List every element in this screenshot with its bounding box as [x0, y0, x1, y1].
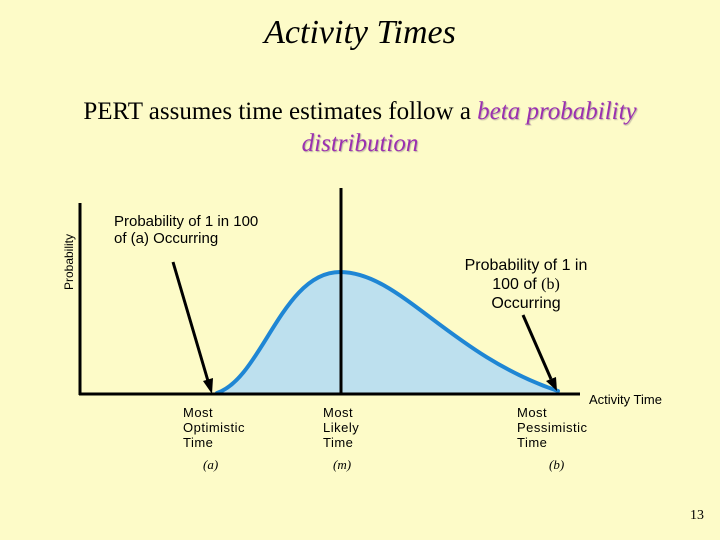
tick-pessimistic-line3: Time — [517, 435, 548, 450]
tick-label-optimistic: Most Optimistic Time — [183, 405, 245, 450]
annotation-b-line3: Occurring — [491, 295, 561, 312]
symbol-a: (a) — [203, 457, 219, 472]
page-number: 13 — [690, 508, 704, 523]
tick-label-pessimistic: Most Pessimistic Time — [517, 405, 588, 450]
annotation-a-line1: Probability of 1 in 100 — [114, 213, 259, 230]
tick-label-likely: Most Likely Time — [323, 405, 359, 450]
annotation-b: Probability of 1 in 100 of (b) Occurring — [446, 256, 606, 313]
tick-likely-line2: Likely — [323, 420, 360, 435]
distribution-area — [217, 272, 558, 393]
arrow-b-head — [546, 377, 557, 391]
tick-optimistic-line2: Optimistic — [183, 420, 246, 435]
subtitle-text: PERT assumes time estimates follow a — [83, 98, 471, 125]
tick-likely-line1: Most — [323, 405, 354, 420]
symbol-b: (b) — [549, 457, 565, 472]
subtitle-highlight: beta probability distribution — [301, 98, 637, 157]
slide-subtitle: PERT assumes time estimates follow a bet… — [60, 96, 660, 160]
arrow-a-line — [171, 261, 210, 382]
slide-title: Activity Times — [264, 14, 456, 51]
tick-pessimistic-line2: Pessimistic — [517, 420, 588, 435]
symbol-m: (m) — [333, 457, 352, 472]
y-axis-label: Probability — [62, 233, 76, 291]
tick-likely-line3: Time — [323, 435, 354, 450]
x-axis-label: Activity Time — [589, 392, 662, 407]
annotation-b-symbol: (b) — [541, 276, 560, 293]
annotation-b-line2: 100 of (b) — [446, 275, 606, 294]
annotation-a: Probability of 1 in 100 of (a) Occurring — [114, 213, 314, 247]
annotation-a-line2: of (a) Occurring — [114, 230, 219, 247]
tick-optimistic-line1: Most — [183, 405, 214, 420]
arrow-a-head — [203, 378, 213, 394]
tick-pessimistic-line1: Most — [517, 405, 548, 420]
tick-optimistic-line3: Time — [183, 435, 214, 450]
arrow-b-line — [521, 314, 553, 380]
annotation-b-line2-prefix: 100 of — [492, 276, 537, 293]
annotation-b-line1: Probability of 1 in — [464, 257, 588, 274]
